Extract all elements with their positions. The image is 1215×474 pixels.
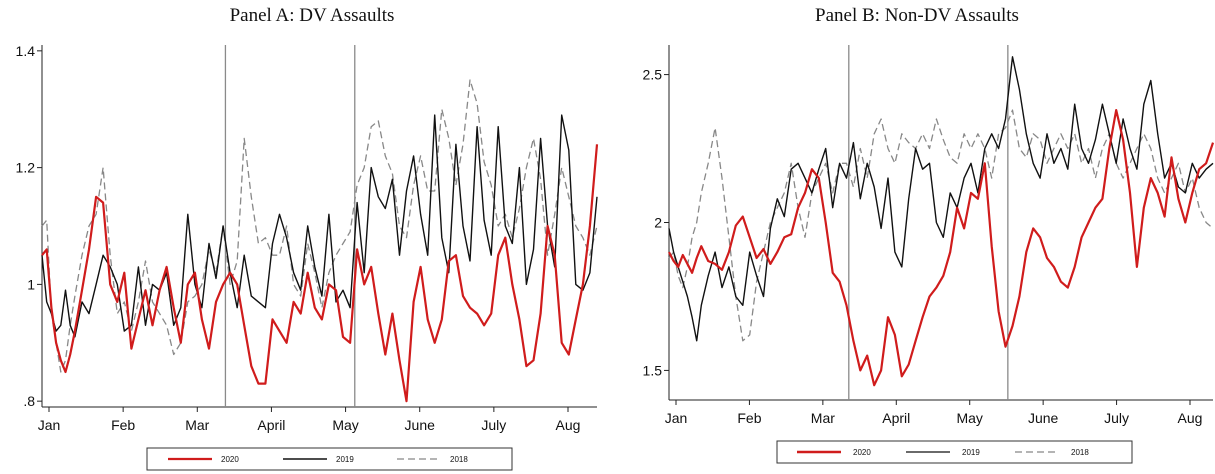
x-tick-label: Aug <box>1178 410 1203 426</box>
y-tick-label: 1.2 <box>16 160 36 176</box>
series-line-2019 <box>668 56 1214 342</box>
y-tick-label: 1.5 <box>643 362 663 378</box>
panel-a-legend-label-2020: 2020 <box>221 455 239 464</box>
panel-b-title: Panel B: Non-DV Assaults <box>815 5 1019 26</box>
series-line-2018 <box>668 109 1214 342</box>
y-tick-label: 1 <box>27 276 35 292</box>
x-tick-label: Feb <box>111 417 135 433</box>
panel-b-plot-area <box>668 45 1213 401</box>
panel-b-reference-lines <box>848 45 1009 400</box>
panel-b-legend-label-2018: 2018 <box>1071 448 1089 457</box>
x-tick-label: Aug <box>556 417 581 433</box>
x-tick-label: Mar <box>811 410 835 426</box>
panel-a-legend: 2020 2019 2018 <box>146 447 513 471</box>
y-tick-label: 1.4 <box>16 43 36 59</box>
panel-b-legend-label-2020: 2020 <box>853 448 871 457</box>
panel-b-series <box>668 56 1215 387</box>
panel-b-legend-label-2019: 2019 <box>962 448 980 457</box>
panel-b: Panel B: Non-DV Assaults 1.5 2 2.5 Jan Feb M… <box>643 5 1215 464</box>
panel-a-series <box>41 79 599 403</box>
panel-a-legend-box <box>146 447 513 471</box>
y-tick-label: 2 <box>654 215 662 231</box>
panel-a-legend-label-2019: 2019 <box>336 455 354 464</box>
panel-b-legend: 2020 2019 2018 <box>776 440 1133 464</box>
panel-a: Panel A: DV Assaults .8 1 1.2 1.4 Jan Feb Mar… <box>16 5 599 471</box>
panel-a-y-ticks: .8 1 1.2 1.4 <box>16 43 42 409</box>
y-tick-label: .8 <box>23 393 35 409</box>
y-tick-label: 2.5 <box>643 67 663 83</box>
x-tick-label: July <box>1104 410 1129 426</box>
series-line-2020 <box>41 144 599 403</box>
x-tick-label: June <box>405 417 436 433</box>
x-tick-label: Mar <box>185 417 209 433</box>
x-tick-label: Jan <box>38 417 61 433</box>
x-tick-label: June <box>1028 410 1059 426</box>
x-tick-label: April <box>257 417 285 433</box>
panel-a-reference-lines <box>224 45 356 407</box>
panel-a-legend-label-2018: 2018 <box>450 455 468 464</box>
x-tick-label: July <box>481 417 506 433</box>
series-line-2019 <box>41 114 598 338</box>
x-tick-label: April <box>882 410 910 426</box>
x-tick-label: May <box>956 410 982 426</box>
panel-b-x-ticks: Jan Feb Mar April May June July Aug <box>665 400 1203 426</box>
panel-b-y-ticks: 1.5 2 2.5 <box>643 67 669 378</box>
panel-b-legend-box <box>776 440 1133 464</box>
x-tick-label: Jan <box>665 410 688 426</box>
x-tick-label: May <box>332 417 358 433</box>
panel-a-x-ticks: Jan Feb Mar April May June July Aug <box>38 407 581 433</box>
series-line-2020 <box>668 109 1215 387</box>
x-tick-label: Feb <box>737 410 761 426</box>
panel-a-title: Panel A: DV Assaults <box>230 5 395 26</box>
